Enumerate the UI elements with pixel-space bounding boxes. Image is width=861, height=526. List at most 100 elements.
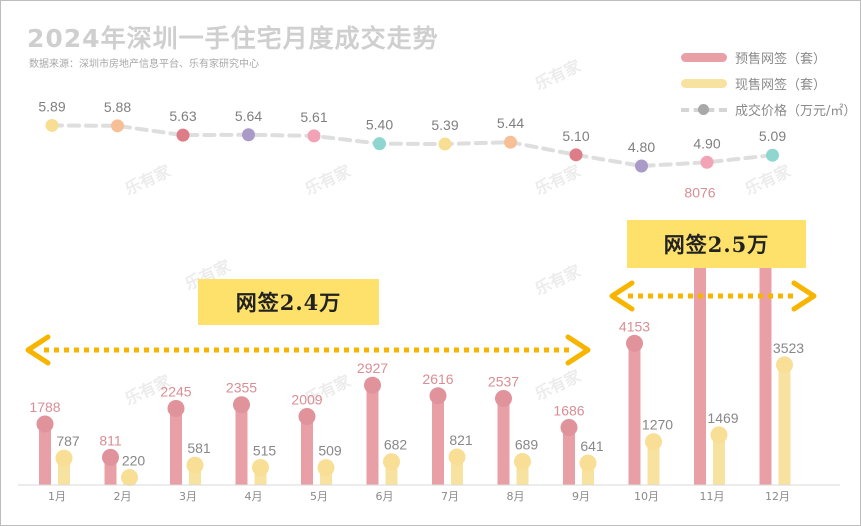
watermark-4: 乐有家 [742,161,794,199]
price-label-2: 5.88 [104,99,131,115]
x-tick-label-3: 3月 [179,490,197,503]
presale-bar-1 [39,424,51,485]
existing-label-4: 515 [253,442,277,458]
existing-label-9: 641 [580,438,604,454]
presale-label-1: 1788 [29,399,60,415]
presale-label-9: 1686 [553,403,584,419]
x-tick-label-10: 10月 [634,490,659,503]
presale-label-10: 4153 [619,318,650,334]
existing-bar-10 [647,441,660,485]
legend-label-price: 成交价格（万元/㎡） [735,104,857,119]
x-tick-label-7: 7月 [441,490,459,503]
presale-cap-4 [233,396,250,414]
existing-label-11: 1469 [707,410,738,426]
presale-bar-7 [432,395,444,485]
presale-cap-6 [364,376,381,394]
callout-left: 网签2.4万 [198,279,379,325]
presale-label-7: 2616 [422,371,453,387]
presale-cap-9 [560,419,578,437]
watermark-2: 乐有家 [532,56,584,94]
presale-bar-9 [563,427,575,485]
existing-label-5: 509 [318,443,342,459]
existing-label-6: 682 [384,437,408,453]
presale-cap-8 [495,389,512,407]
price-point-6 [373,137,386,151]
price-label-12: 5.09 [759,128,786,144]
arrow-right-head-right [791,280,817,312]
presale-bar-5 [301,416,313,485]
presale-cap-11 [692,201,709,218]
price-point-11 [700,155,714,169]
existing-bar-12 [778,364,791,485]
price-label-4: 5.64 [235,108,262,124]
price-label-5: 5.61 [300,109,327,125]
watermark-6: 乐有家 [532,261,584,299]
price-label-7: 5.39 [431,117,458,133]
watermark-1: 乐有家 [302,161,354,199]
price-point-9 [569,148,583,162]
legend-swatch-presale [681,53,727,62]
price-point-3 [176,128,190,142]
presale-cap-7 [429,387,447,405]
x-tick-label-6: 6月 [376,490,394,503]
presale-label-8: 2537 [488,373,519,389]
existing-label-2: 220 [122,452,146,468]
existing-cap-12 [776,356,793,374]
existing-cap-1 [55,449,73,467]
existing-label-3: 581 [187,440,211,456]
price-label-9: 5.10 [562,128,589,144]
existing-cap-10 [645,433,662,451]
presale-bar-12 [759,265,772,485]
price-line-layer: 5.89 5.88 5.63 5.64 5.61 5.40 5.39 5.44 5.10 4.80… [38,98,786,173]
x-tick-label-4: 4月 [245,490,263,503]
chart-subtitle: 数据来源：深圳市房地产信息平台、乐有家研究中心 [29,59,259,70]
presale-label-11: 8076 [684,185,715,201]
price-point-12 [766,148,779,162]
existing-cap-2 [121,468,138,486]
watermark-3: 乐有家 [532,161,584,199]
existing-label-12: 3523 [773,340,804,356]
presale-cap-2 [102,448,119,466]
presale-label-2: 811 [99,432,122,448]
price-label-8: 5.44 [497,115,524,131]
price-point-1 [45,118,59,132]
x-tick-label-1: 1月 [48,490,66,503]
existing-label-7: 821 [449,432,473,448]
existing-cap-3 [186,456,204,474]
legend-label-presale: 预售网签（套） [735,52,827,67]
presale-cap-10 [626,334,643,352]
x-tick-label-5: 5月 [310,490,328,503]
price-label-10: 4.80 [628,139,655,155]
price-point-8 [504,135,517,149]
chart-title: 2024年深圳一手住宅月度成交走势 [27,24,439,53]
x-tick-label-9: 9月 [572,490,590,503]
presale-label-4: 2355 [226,380,257,396]
arrow-left-head-right [565,334,591,366]
arrow-right-head-left [609,280,635,312]
presale-cap-5 [298,407,316,425]
existing-cap-9 [579,454,597,472]
x-axis: 1月 2月 3月 4月 5月 6月 7月 8月 9月 10月 11月 12月 [18,484,840,503]
presale-bar-4 [235,404,248,485]
price-point-7 [438,137,452,151]
arrow-left-head-left [25,334,51,366]
x-tick-label-12: 12月 [765,490,790,503]
existing-label-10: 1270 [642,417,673,433]
legend-swatch-existing [681,79,727,88]
existing-label-1: 787 [56,433,80,449]
price-label-6: 5.40 [366,117,393,133]
watermark-9: 乐有家 [532,366,584,404]
watermark-0: 乐有家 [122,161,174,199]
presale-bar-8 [497,398,510,485]
price-point-10 [635,159,648,173]
existing-cap-11 [710,426,728,444]
bars-layer [36,201,793,486]
price-label-3: 5.63 [169,108,196,124]
existing-cap-8 [514,453,531,471]
callout-right: 网签2.5万 [627,220,806,268]
existing-bar-11 [713,434,725,485]
presale-bar-3 [170,408,182,485]
presale-cap-1 [36,415,54,433]
price-point-4 [242,128,255,142]
